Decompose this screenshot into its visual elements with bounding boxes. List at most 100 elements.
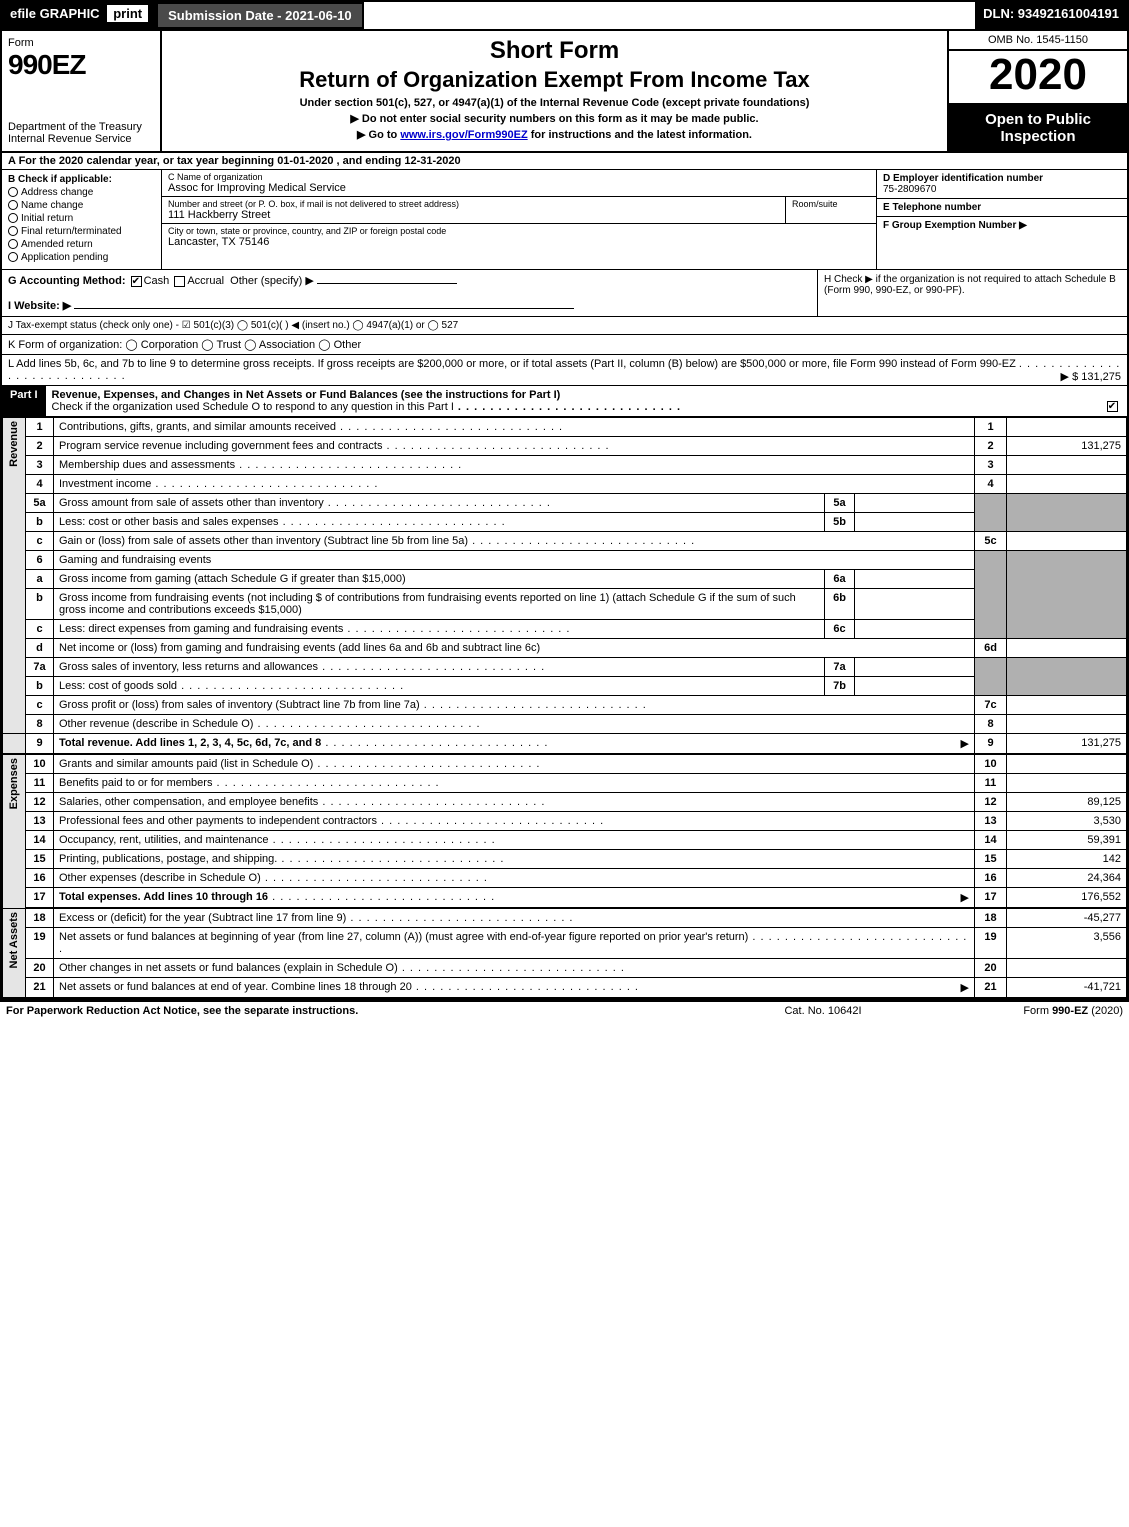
line-num: 21 bbox=[26, 978, 54, 998]
dots bbox=[454, 401, 681, 413]
group-exemption-label: F Group Exemption Number ▶ bbox=[883, 220, 1027, 231]
line-rnum: 1 bbox=[975, 418, 1007, 437]
line-num: 17 bbox=[26, 888, 54, 909]
part-1-header: Part I Revenue, Expenses, and Changes in… bbox=[2, 386, 1127, 417]
omb-number: OMB No. 1545-1150 bbox=[949, 31, 1127, 51]
goto-pre: ▶ Go to bbox=[357, 129, 400, 141]
mini-num: 5a bbox=[825, 494, 855, 513]
chk-label: Amended return bbox=[21, 239, 93, 250]
line-rval bbox=[1007, 456, 1127, 475]
info-row: B Check if applicable: Address change Na… bbox=[2, 170, 1127, 270]
other-specify-input[interactable] bbox=[317, 283, 457, 284]
line-rval: 89,125 bbox=[1007, 793, 1127, 812]
line-rval bbox=[1007, 754, 1127, 774]
line-num: 2 bbox=[26, 437, 54, 456]
shade-cell bbox=[975, 658, 1007, 696]
chk-final-return[interactable]: Final return/terminated bbox=[8, 226, 155, 237]
line-num: b bbox=[26, 589, 54, 620]
city-cell: City or town, state or province, country… bbox=[162, 224, 876, 250]
group-exemption-cell: F Group Exemption Number ▶ bbox=[877, 217, 1127, 234]
line-num: 3 bbox=[26, 456, 54, 475]
other-label: Other (specify) ▶ bbox=[230, 275, 314, 287]
line-rnum: 16 bbox=[975, 869, 1007, 888]
line-desc: Total revenue. Add lines 1, 2, 3, 4, 5c,… bbox=[54, 734, 975, 755]
mini-val bbox=[855, 494, 975, 513]
org-name-label: C Name of organization bbox=[168, 172, 870, 182]
city-label: City or town, state or province, country… bbox=[168, 226, 870, 236]
accounting-method: G Accounting Method: Cash Accrual Other … bbox=[2, 270, 817, 316]
shade-cell bbox=[1007, 658, 1127, 696]
col-b: B Check if applicable: Address change Na… bbox=[2, 170, 162, 269]
line-desc: Gross amount from sale of assets other t… bbox=[54, 494, 825, 513]
chk-label: Initial return bbox=[21, 213, 73, 224]
efile-text: efile GRAPHIC bbox=[10, 6, 100, 21]
line-desc: Printing, publications, postage, and shi… bbox=[54, 850, 975, 869]
line-rnum: 3 bbox=[975, 456, 1007, 475]
line-rnum: 13 bbox=[975, 812, 1007, 831]
part-1-checkbox[interactable] bbox=[1097, 386, 1127, 416]
part-1-title: Revenue, Expenses, and Changes in Net As… bbox=[46, 386, 1097, 416]
calc-table: Revenue 1 Contributions, gifts, grants, … bbox=[2, 417, 1127, 998]
mini-num: 6b bbox=[825, 589, 855, 620]
line-rval: 131,275 bbox=[1007, 437, 1127, 456]
submission-date: Submission Date - 2021-06-10 bbox=[156, 2, 364, 29]
mini-val bbox=[855, 620, 975, 639]
line-rval: 142 bbox=[1007, 850, 1127, 869]
line-num: 14 bbox=[26, 831, 54, 850]
chk-label: Address change bbox=[21, 187, 93, 198]
line-rval bbox=[1007, 639, 1127, 658]
line-rnum: 4 bbox=[975, 475, 1007, 494]
line-rnum: 8 bbox=[975, 715, 1007, 734]
chk-initial-return[interactable]: Initial return bbox=[8, 213, 155, 224]
form-word: Form bbox=[8, 37, 154, 49]
line-desc: Salaries, other compensation, and employ… bbox=[54, 793, 975, 812]
footer-mid: Cat. No. 10642I bbox=[723, 1005, 923, 1017]
chk-name-change[interactable]: Name change bbox=[8, 200, 155, 211]
chk-address-change[interactable]: Address change bbox=[8, 187, 155, 198]
no-ssn-line: ▶ Do not enter social security numbers o… bbox=[172, 112, 937, 125]
phone-label: E Telephone number bbox=[883, 202, 1121, 213]
footer-right: Form 990-EZ (2020) bbox=[923, 1005, 1123, 1017]
efile-label: efile GRAPHIC print bbox=[2, 2, 156, 29]
sidecat-netassets: Net Assets bbox=[3, 908, 26, 998]
line-rval bbox=[1007, 696, 1127, 715]
website-input[interactable] bbox=[74, 308, 574, 309]
print-button[interactable]: print bbox=[107, 5, 148, 22]
line-num: 5a bbox=[26, 494, 54, 513]
chk-cash[interactable] bbox=[131, 276, 142, 287]
line-num: 15 bbox=[26, 850, 54, 869]
line-desc: Contributions, gifts, grants, and simila… bbox=[54, 418, 975, 437]
shade-cell bbox=[1007, 494, 1127, 532]
row-g-h: G Accounting Method: Cash Accrual Other … bbox=[2, 270, 1127, 317]
line-num: 1 bbox=[26, 418, 54, 437]
org-name-value: Assoc for Improving Medical Service bbox=[168, 182, 870, 194]
line-desc: Net assets or fund balances at beginning… bbox=[54, 928, 975, 959]
mini-num: 6a bbox=[825, 570, 855, 589]
accrual-label: Accrual bbox=[187, 275, 224, 287]
chk-accrual[interactable] bbox=[174, 276, 185, 287]
irs-link[interactable]: www.irs.gov/Form990EZ bbox=[400, 129, 527, 141]
goto-post: for instructions and the latest informat… bbox=[528, 129, 752, 141]
chk-label: Name change bbox=[21, 200, 83, 211]
topbar-spacer bbox=[364, 2, 975, 29]
chk-amended-return[interactable]: Amended return bbox=[8, 239, 155, 250]
mini-val bbox=[855, 658, 975, 677]
line-rval bbox=[1007, 774, 1127, 793]
ein-value: 75-2809670 bbox=[883, 184, 1121, 195]
line-rval: -41,721 bbox=[1007, 978, 1127, 998]
line-desc: Grants and similar amounts paid (list in… bbox=[54, 754, 975, 774]
line-desc: Membership dues and assessments bbox=[54, 456, 975, 475]
line-rval: 3,556 bbox=[1007, 928, 1127, 959]
line-rnum: 20 bbox=[975, 959, 1007, 978]
line-desc: Gross income from fundraising events (no… bbox=[54, 589, 825, 620]
form-header: Form 990EZ Department of the Treasury In… bbox=[2, 31, 1127, 153]
line-num: c bbox=[26, 696, 54, 715]
line-rnum: 5c bbox=[975, 532, 1007, 551]
mini-val bbox=[855, 513, 975, 532]
chk-application-pending[interactable]: Application pending bbox=[8, 252, 155, 263]
line-rval bbox=[1007, 418, 1127, 437]
mini-val bbox=[855, 570, 975, 589]
line-desc: Less: cost of goods sold bbox=[54, 677, 825, 696]
line-rval bbox=[1007, 959, 1127, 978]
line-rval: 176,552 bbox=[1007, 888, 1127, 909]
